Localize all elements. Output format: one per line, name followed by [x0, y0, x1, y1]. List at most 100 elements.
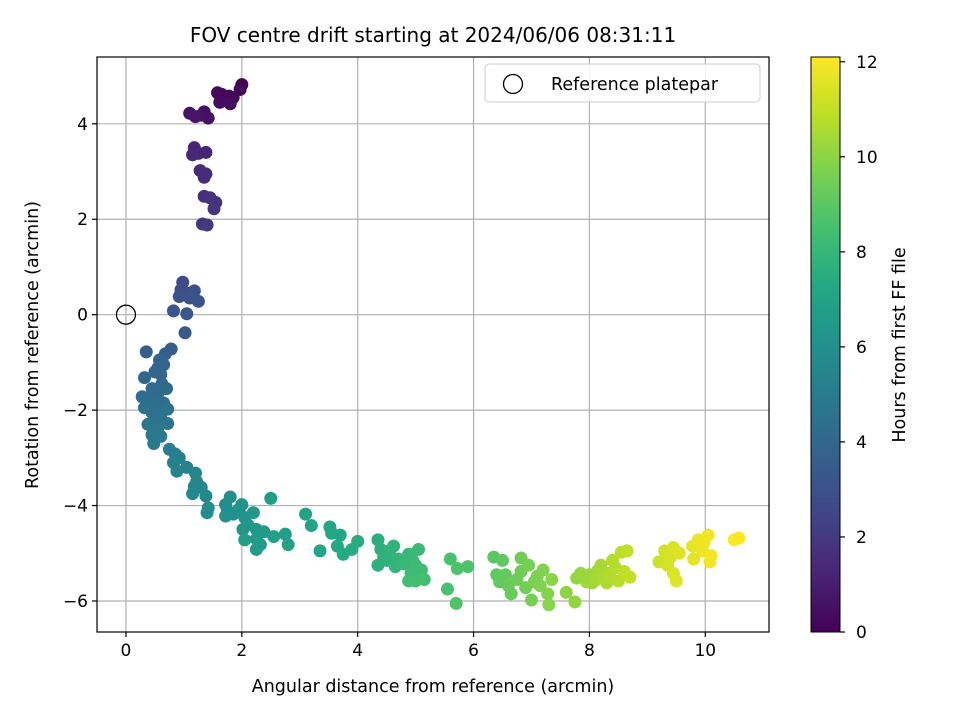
data-point: [313, 544, 327, 558]
colorbar-gradient: [810, 56, 841, 633]
data-point: [180, 307, 194, 321]
data-point: [304, 519, 318, 533]
data-point: [443, 552, 457, 566]
colorbar-tick-label: 8: [856, 243, 867, 263]
data-point: [542, 598, 556, 612]
data-point: [199, 489, 213, 503]
axis-ticks: 0 2 4 6 8 10 −6 −4 −2 0 2 4: [63, 115, 716, 661]
x-tick-label: 10: [694, 641, 716, 661]
data-point: [172, 290, 186, 304]
data-point: [141, 417, 155, 431]
data-point: [199, 167, 213, 181]
data-point: [161, 416, 175, 430]
data-point: [170, 464, 184, 478]
colorbar-tick-label: 0: [856, 623, 867, 643]
colorbar-tick-label: 4: [856, 433, 867, 453]
x-tick-label: 2: [236, 641, 247, 661]
legend-reference-marker: [502, 73, 524, 95]
data-point: [186, 148, 200, 162]
data-point: [246, 506, 260, 520]
y-axis-label: Rotation from reference (arcmin): [23, 201, 43, 489]
data-point: [669, 574, 683, 588]
data-point: [594, 558, 608, 572]
data-point: [417, 573, 431, 587]
data-point: [504, 587, 518, 601]
colorbar-ticks: 0 2 4 6 8 10 12: [840, 53, 878, 643]
data-point: [461, 560, 475, 574]
colorbar-tick-label: 10: [856, 148, 878, 168]
data-point: [351, 534, 365, 548]
data-point: [267, 530, 281, 544]
colorbar-tick-label: 2: [856, 528, 867, 548]
data-point: [236, 522, 250, 536]
y-tick-label: −4: [63, 497, 88, 517]
colorbar-label: Hours from first FF file: [890, 247, 910, 442]
legend-label: Reference platepar: [551, 75, 719, 95]
data-point: [559, 585, 573, 599]
y-tick-label: 0: [77, 306, 88, 326]
data-point: [207, 202, 221, 216]
legend: Reference platepar: [484, 63, 761, 103]
data-point: [541, 587, 555, 601]
data-point: [449, 596, 463, 610]
data-point: [191, 294, 205, 308]
data-point: [264, 491, 278, 505]
data-point: [611, 574, 625, 588]
data-point: [623, 570, 637, 584]
data-point: [166, 304, 180, 318]
y-tick-label: −2: [63, 401, 88, 421]
data-point: [402, 574, 416, 588]
colorbar-tick-label: 6: [856, 338, 867, 358]
data-point: [139, 345, 153, 359]
colorbar: 0 2 4 6 8 10 12 Hours from first FF file: [810, 53, 910, 643]
data-point: [440, 582, 454, 596]
data-point: [703, 555, 717, 569]
data-point: [200, 218, 214, 232]
data-point: [223, 97, 237, 111]
data-point: [687, 552, 701, 566]
data-point: [450, 562, 464, 576]
data-point: [333, 528, 347, 542]
data-point: [299, 507, 313, 521]
data-point: [412, 542, 426, 556]
data-point: [148, 365, 162, 379]
x-tick-label: 6: [468, 641, 479, 661]
data-point: [672, 546, 686, 560]
data-point: [536, 563, 550, 577]
y-tick-label: 4: [77, 115, 88, 135]
y-tick-label: 2: [77, 210, 88, 230]
data-point: [219, 509, 233, 523]
data-point: [186, 487, 200, 501]
data-point: [524, 593, 538, 607]
data-point: [522, 558, 536, 572]
y-tick-label: −6: [63, 592, 88, 612]
data-point: [732, 531, 746, 545]
data-point: [498, 568, 512, 582]
data-point: [281, 538, 295, 552]
data-point: [213, 95, 227, 109]
x-tick-label: 8: [584, 641, 595, 661]
data-point: [178, 326, 192, 340]
data-point: [249, 542, 263, 556]
data-point: [199, 145, 213, 159]
data-point: [200, 506, 214, 520]
data-point: [278, 527, 292, 541]
data-point: [387, 539, 401, 553]
data-point: [545, 573, 559, 587]
x-tick-label: 0: [121, 641, 132, 661]
data-point: [496, 553, 510, 567]
legend-box: [484, 63, 761, 103]
data-point: [235, 498, 249, 512]
data-point: [701, 528, 715, 542]
reference-point-marker: [115, 304, 137, 325]
x-axis-label: Angular distance from reference (arcmin): [252, 677, 615, 697]
data-point: [138, 371, 152, 385]
x-tick-label: 4: [352, 641, 363, 661]
data-point: [568, 595, 582, 609]
data-point: [238, 533, 252, 547]
data-point: [223, 490, 237, 504]
plot-frame: [96, 56, 770, 633]
data-point: [620, 544, 634, 558]
data-points: [115, 78, 746, 612]
